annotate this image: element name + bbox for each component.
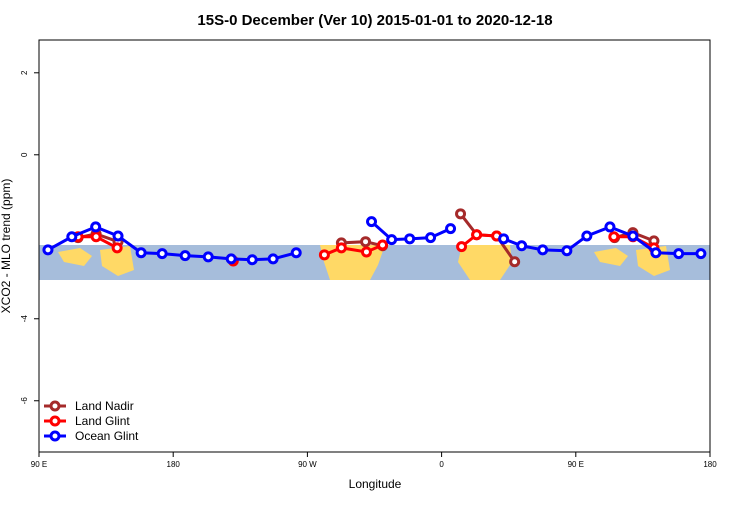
data-point xyxy=(456,241,468,253)
legend-marker xyxy=(49,400,61,412)
plot-frame xyxy=(38,39,711,453)
y-tick-label: 0 xyxy=(20,152,29,157)
legend-label: Ocean Glint xyxy=(75,429,139,443)
data-point xyxy=(425,232,437,244)
data-point xyxy=(673,248,685,260)
data-point xyxy=(627,230,639,242)
data-point xyxy=(471,229,483,241)
x-tick-label: 90 E xyxy=(31,460,47,469)
data-point xyxy=(42,244,54,256)
x-tick-label: 90 W xyxy=(298,460,317,469)
x-axis-label: Longitude xyxy=(349,477,402,491)
x-tick-label: 0 xyxy=(439,460,444,469)
data-point xyxy=(516,240,528,252)
data-point xyxy=(318,249,330,261)
chart-title: 15S-0 December (Ver 10) 2015-01-01 to 20… xyxy=(197,12,552,29)
data-point xyxy=(608,231,620,243)
x-tick-label: 90 E xyxy=(568,460,584,469)
data-point xyxy=(581,230,593,242)
data-point xyxy=(604,221,616,233)
data-point xyxy=(509,256,521,268)
data-point xyxy=(111,242,123,254)
data-point xyxy=(90,221,102,233)
data-point xyxy=(445,223,457,235)
data-point xyxy=(455,208,467,220)
legend-marker xyxy=(49,415,61,427)
data-point xyxy=(386,234,398,246)
data-point xyxy=(179,250,191,262)
data-point xyxy=(561,245,573,257)
data-point xyxy=(498,233,510,245)
x-tick-label: 180 xyxy=(167,460,181,469)
data-point xyxy=(650,247,662,259)
legend-label: Land Glint xyxy=(75,414,130,428)
data-point xyxy=(246,254,258,266)
data-point xyxy=(335,242,347,254)
data-point xyxy=(360,246,372,258)
data-point xyxy=(156,248,168,260)
data-point xyxy=(360,236,372,248)
data-point xyxy=(695,248,707,260)
y-tick-label: 2 xyxy=(20,70,29,75)
y-axis-label: XCO2 - MLO trend (ppm) xyxy=(0,179,13,314)
legend-marker xyxy=(49,430,61,442)
y-tick-label: -6 xyxy=(20,397,29,405)
data-point xyxy=(90,231,102,243)
data-point xyxy=(135,247,147,259)
x-tick-label: 180 xyxy=(703,460,717,469)
y-tick-label: -4 xyxy=(20,315,29,323)
data-point xyxy=(366,216,378,228)
data-point xyxy=(202,251,214,263)
legend-label: Land Nadir xyxy=(75,399,134,413)
data-point xyxy=(112,230,124,242)
data-point xyxy=(537,244,549,256)
data-point xyxy=(290,247,302,259)
data-point xyxy=(377,239,389,251)
data-point xyxy=(404,233,416,245)
data-point xyxy=(267,253,279,265)
data-point xyxy=(225,253,237,265)
data-point xyxy=(66,231,78,243)
